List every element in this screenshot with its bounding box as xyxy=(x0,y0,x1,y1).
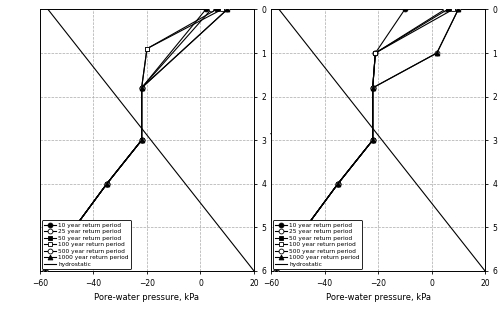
50 year return period xyxy=(370,86,376,90)
50 year return period xyxy=(372,51,378,55)
10 year return period xyxy=(203,8,209,11)
25 year return period xyxy=(303,226,309,229)
50 year return period xyxy=(335,182,341,186)
10 year return period xyxy=(370,138,376,142)
1000 year return period xyxy=(370,138,376,142)
500 year return period xyxy=(138,138,144,142)
50 year return period xyxy=(274,269,280,273)
25 year return period xyxy=(138,86,144,90)
25 year return period xyxy=(208,8,214,11)
100 year return period xyxy=(370,86,376,90)
25 year return period xyxy=(42,269,48,273)
25 year return period xyxy=(138,138,144,142)
Legend: 10 year return period, 25 year return period, 50 year return period, 100 year re: 10 year return period, 25 year return pe… xyxy=(273,220,362,269)
100 year return period xyxy=(370,138,376,142)
Line: 25 year return period: 25 year return period xyxy=(274,7,448,273)
1000 year return period xyxy=(138,86,144,90)
100 year return period xyxy=(372,51,378,55)
100 year return period xyxy=(138,138,144,142)
25 year return period xyxy=(442,8,448,11)
Line: 500 year return period: 500 year return period xyxy=(274,7,460,273)
1000 year return period xyxy=(224,8,230,11)
10 year return period xyxy=(372,51,378,55)
50 year return period xyxy=(104,182,110,186)
50 year return period xyxy=(138,138,144,142)
10 year return period xyxy=(370,86,376,90)
1000 year return period xyxy=(434,51,440,55)
10 year return period xyxy=(335,182,341,186)
X-axis label: Pore-water pressure, kPa: Pore-water pressure, kPa xyxy=(326,293,430,302)
50 year return period xyxy=(138,86,144,90)
50 year return period xyxy=(444,8,450,11)
500 year return period xyxy=(335,182,341,186)
500 year return period xyxy=(456,8,462,11)
100 year return period xyxy=(274,269,280,273)
1000 year return period xyxy=(456,8,462,11)
Line: 1000 year return period: 1000 year return period xyxy=(43,7,230,273)
50 year return period xyxy=(72,226,78,229)
10 year return period xyxy=(402,8,408,11)
10 year return period xyxy=(274,269,280,273)
Line: 10 year return period: 10 year return period xyxy=(274,7,407,273)
Line: 500 year return period: 500 year return period xyxy=(43,7,230,273)
25 year return period xyxy=(335,182,341,186)
500 year return period xyxy=(72,226,78,229)
500 year return period xyxy=(303,226,309,229)
10 year return period xyxy=(42,269,48,273)
1000 year return period xyxy=(104,182,110,186)
100 year return period xyxy=(450,8,456,11)
10 year return period xyxy=(72,226,78,229)
25 year return period xyxy=(72,226,78,229)
100 year return period xyxy=(42,269,48,273)
Line: 25 year return period: 25 year return period xyxy=(43,7,213,273)
50 year return period xyxy=(303,226,309,229)
50 year return period xyxy=(42,269,48,273)
500 year return period xyxy=(42,269,48,273)
10 year return period xyxy=(138,138,144,142)
1000 year return period xyxy=(42,269,48,273)
1000 year return period xyxy=(72,226,78,229)
Line: 100 year return period: 100 year return period xyxy=(43,7,224,273)
Line: 10 year return period: 10 year return period xyxy=(43,7,208,273)
50 year return period xyxy=(370,138,376,142)
100 year return period xyxy=(104,182,110,186)
1000 year return period xyxy=(274,269,280,273)
100 year return period xyxy=(144,47,150,50)
25 year return period xyxy=(104,182,110,186)
500 year return period xyxy=(434,51,440,55)
100 year return period xyxy=(72,226,78,229)
100 year return period xyxy=(219,8,225,11)
25 year return period xyxy=(372,51,378,55)
25 year return period xyxy=(274,269,280,273)
1000 year return period xyxy=(303,226,309,229)
500 year return period xyxy=(274,269,280,273)
1000 year return period xyxy=(138,138,144,142)
25 year return period xyxy=(370,138,376,142)
Line: 50 year return period: 50 year return period xyxy=(43,7,219,273)
Line: 100 year return period: 100 year return period xyxy=(274,7,456,273)
500 year return period xyxy=(224,8,230,11)
500 year return period xyxy=(104,182,110,186)
X-axis label: Pore-water pressure, kPa: Pore-water pressure, kPa xyxy=(94,293,200,302)
50 year return period xyxy=(214,8,220,11)
100 year return period xyxy=(303,226,309,229)
1000 year return period xyxy=(335,182,341,186)
500 year return period xyxy=(370,138,376,142)
500 year return period xyxy=(138,86,144,90)
100 year return period xyxy=(335,182,341,186)
100 year return period xyxy=(138,86,144,90)
10 year return period xyxy=(138,86,144,90)
50 year return period xyxy=(144,47,150,50)
500 year return period xyxy=(370,86,376,90)
Y-axis label: depth, m: depth, m xyxy=(268,121,278,159)
1000 year return period xyxy=(370,86,376,90)
10 year return period xyxy=(303,226,309,229)
Line: 1000 year return period: 1000 year return period xyxy=(274,7,460,273)
25 year return period xyxy=(370,86,376,90)
Line: 50 year return period: 50 year return period xyxy=(274,7,450,273)
10 year return period xyxy=(104,182,110,186)
Legend: 10 year return period, 25 year return period, 50 year return period, 100 year re: 10 year return period, 25 year return pe… xyxy=(42,220,131,269)
